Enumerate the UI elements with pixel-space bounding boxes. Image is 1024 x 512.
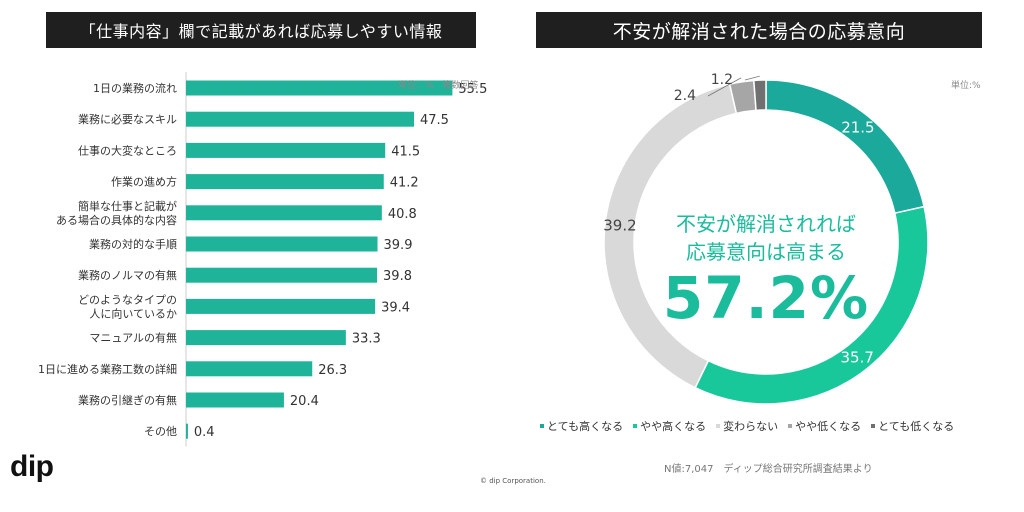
legend-label: とても高くなる (547, 420, 624, 433)
donut-legend: とても高くなる やや高くなる 変わらない やや低くなる とても低くなる (540, 418, 954, 434)
left-unit-label: 単位：% 複数回答 (398, 81, 479, 91)
right-chart-title: 不安が解消された場合の応募意向 (536, 12, 982, 48)
bar-value-label: 20.4 (290, 394, 319, 409)
legend-swatch (633, 424, 638, 428)
legend-item: やや低くなる (788, 418, 861, 434)
source-note: N値:7,047 ディップ総合研究所調査結果より (664, 464, 873, 475)
bar-category-label: 業務に必要なスキル (78, 112, 177, 126)
bar-category-label: 業務のノルマの有無 (78, 268, 177, 282)
dip-logo: dip (10, 450, 54, 483)
bar (186, 298, 376, 314)
bar-category-label: マニュアルの有無 (89, 331, 177, 345)
bar-value-label: 47.5 (420, 113, 449, 128)
bar-category-label: 簡単な仕事と記載が (78, 199, 177, 213)
legend-label: やや低くなる (795, 420, 862, 433)
bar-value-label: 41.2 (390, 176, 419, 191)
legend-item: とても低くなる (871, 418, 954, 434)
bar (186, 330, 346, 346)
bar-value-label: 39.8 (383, 269, 412, 284)
bar-category-label: 業務の引継ぎの有無 (78, 393, 177, 407)
slice-value-label: 35.7 (840, 348, 873, 366)
bar-value-label: 26.3 (318, 363, 347, 378)
center-message-line2: 応募意向は高まる (686, 240, 846, 264)
bar (186, 80, 453, 96)
bar (186, 236, 378, 252)
bar-value-label: 39.9 (384, 238, 413, 253)
bar-value-label: 55.5 (458, 82, 487, 97)
copyright: © dip Corporation. (480, 477, 546, 485)
leader-line (744, 75, 760, 81)
donut-chart: 21.5 35.7 39.2 2.4 1.2 (603, 72, 929, 405)
slice-value-label: 2.4 (674, 88, 696, 104)
bar-category-label: 1日に進める業務工数の詳細 (38, 362, 177, 376)
legend-label: 変わらない (723, 420, 779, 433)
center-message-line1: 不安が解消されれば (676, 212, 856, 236)
bar-category-label: 仕事の大変なところ (78, 143, 177, 157)
legend-item: やや高くなる (633, 418, 706, 434)
bar-category-label: 業務の対的な手順 (89, 237, 177, 251)
bar-category-label: ある場合の具体的な内容 (56, 213, 177, 227)
slice-very-high (765, 79, 925, 215)
bar (186, 205, 382, 221)
bar-chart: 55.5 1日の業務の流れ 47.5 業務に必要なスキル 41.5 仕事の大変なところ 41… (38, 72, 487, 447)
slice-very-low (752, 79, 767, 112)
bar-category-label: 作業の進め方 (111, 175, 177, 189)
legend-item: 変わらない (716, 418, 778, 434)
bar (186, 174, 384, 190)
bar (186, 142, 386, 158)
legend-item: とても高くなる (540, 418, 623, 434)
bar-value-label: 40.8 (388, 207, 417, 222)
legend-swatch (788, 424, 793, 428)
bar-value-label: 0.4 (194, 425, 215, 440)
bar-category-label: 1日の業務の流れ (93, 81, 177, 95)
bar (186, 361, 313, 377)
legend-label: やや高くなる (640, 420, 707, 433)
legend-swatch (716, 424, 721, 428)
leader-line (707, 77, 742, 97)
legend-swatch (540, 424, 544, 428)
bar-value-label: 41.5 (391, 144, 420, 159)
bar (186, 392, 284, 408)
slice-value-label: 1.2 (711, 72, 733, 88)
slice-value-label: 21.5 (841, 118, 874, 136)
bar-category-label: どのようなタイプの (78, 293, 177, 306)
legend-swatch (871, 424, 876, 428)
bar-value-label: 33.3 (352, 332, 381, 347)
bar (186, 423, 188, 439)
legend-label: とても低くなる (878, 420, 955, 433)
bar (186, 111, 414, 127)
center-percentage: 57.2% (662, 264, 870, 332)
bar-value-label: 39.4 (381, 300, 410, 315)
bar-category-label: 人に向いているか (89, 306, 177, 320)
bar-category-label: その他 (144, 425, 177, 438)
slice-value-label: 39.2 (603, 216, 636, 234)
bar (186, 267, 378, 283)
left-chart-title: 「仕事内容」欄で記載があれば応募しやすい情報 (46, 12, 476, 48)
right-unit-label: 単位:% (951, 81, 981, 91)
